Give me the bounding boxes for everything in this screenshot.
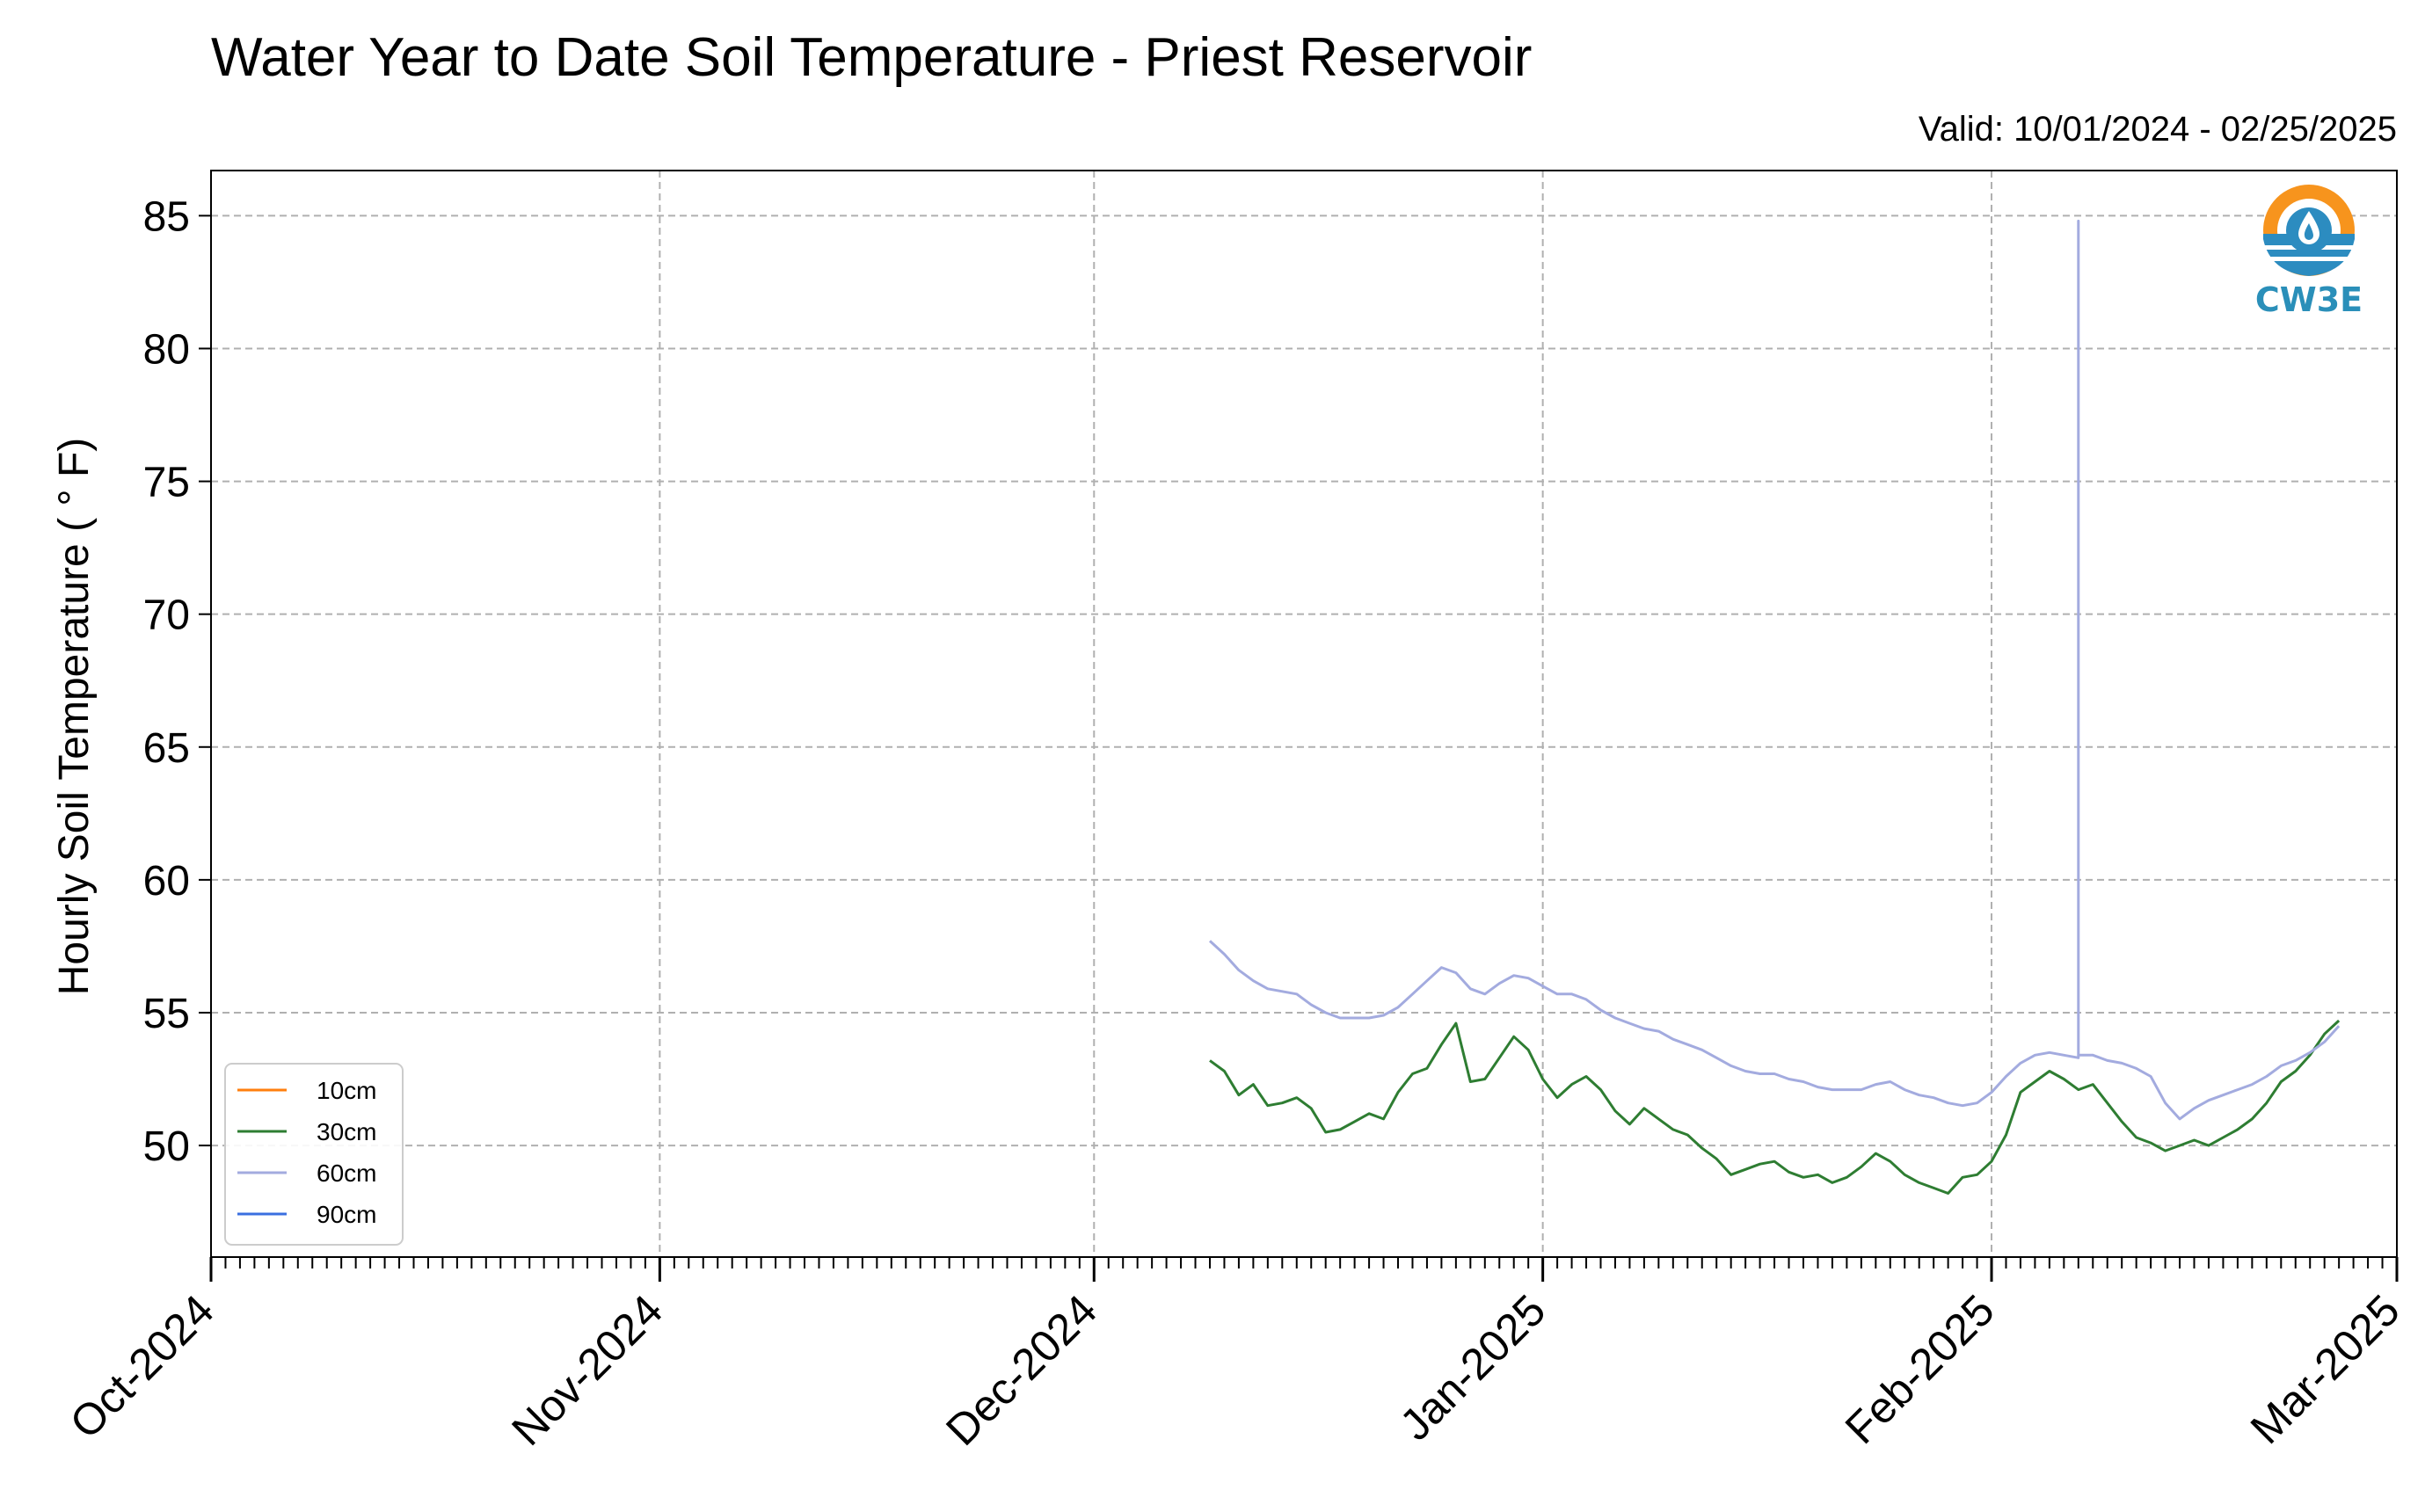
legend-label: 90cm bbox=[317, 1201, 376, 1228]
x-tick-labels: Oct-2024 Nov-2024 Dec-2024 Jan-2025 Feb-2025… bbox=[61, 1285, 2409, 1455]
y-tick-label: 50 bbox=[143, 1123, 190, 1170]
legend-box bbox=[224, 1063, 404, 1246]
x-tick-label: Nov-2024 bbox=[502, 1285, 672, 1455]
series-line-60cm bbox=[1208, 219, 2341, 1121]
x-tick-label: Oct-2024 bbox=[61, 1285, 223, 1448]
tick-layer bbox=[199, 214, 2399, 1282]
legend-label: 30cm bbox=[317, 1118, 376, 1145]
y-tick-label: 55 bbox=[143, 991, 190, 1037]
chart-subtitle: Valid: 10/01/2024 - 02/25/2025 bbox=[1919, 110, 2397, 149]
y-axis-label: Hourly Soil Temperature ( ° F) bbox=[51, 438, 98, 996]
grid-layer bbox=[210, 171, 2398, 1257]
cw3e-logo-icon bbox=[2263, 185, 2355, 276]
y-tick-label: 75 bbox=[143, 460, 190, 506]
legend-label: 10cm bbox=[317, 1077, 376, 1104]
x-tick-label: Mar-2025 bbox=[2241, 1285, 2409, 1453]
cw3e-logo: CW3E bbox=[2255, 185, 2363, 319]
legend-label: 60cm bbox=[317, 1159, 376, 1187]
cw3e-logo-text: CW3E bbox=[2255, 280, 2363, 319]
legend: 10cm 30cm 60cm 90cm bbox=[224, 1063, 404, 1246]
y-tick-labels: 50 55 60 65 70 75 80 85 bbox=[143, 193, 190, 1170]
y-tick-label: 60 bbox=[143, 858, 190, 905]
y-tick-label: 85 bbox=[143, 193, 190, 240]
x-tick-label: Feb-2025 bbox=[1836, 1285, 2004, 1453]
y-tick-label: 65 bbox=[143, 725, 190, 772]
y-tick-label: 80 bbox=[143, 326, 190, 373]
series-layer bbox=[1208, 219, 2341, 1195]
plot-frame bbox=[210, 170, 2398, 1258]
y-tick-label: 70 bbox=[143, 592, 190, 639]
series-line-30cm bbox=[1209, 1019, 2341, 1195]
x-tick-label: Dec-2024 bbox=[936, 1285, 1106, 1455]
chart-title: Water Year to Date Soil Temperature - Pr… bbox=[211, 27, 1532, 88]
x-tick-label: Jan-2025 bbox=[1390, 1285, 1555, 1450]
